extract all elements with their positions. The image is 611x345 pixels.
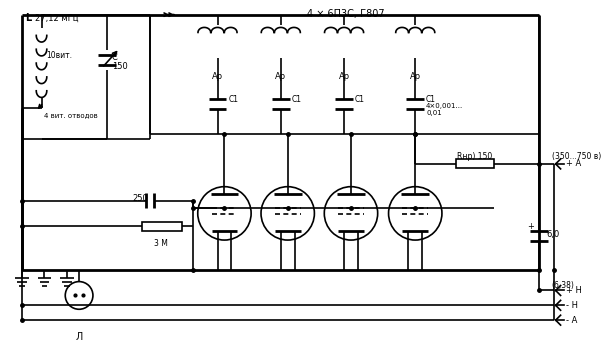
Text: 4 вит. отводов: 4 вит. отводов bbox=[45, 111, 98, 118]
Text: Ар: Ар bbox=[410, 72, 421, 81]
Text: - Н: - Н bbox=[566, 301, 577, 310]
Text: + А: + А bbox=[566, 159, 581, 168]
Text: 27,12 мГц: 27,12 мГц bbox=[35, 14, 78, 23]
Text: C1: C1 bbox=[355, 95, 365, 104]
Text: (6,38): (6,38) bbox=[552, 280, 574, 289]
Text: Rнр) 150: Rнр) 150 bbox=[457, 152, 492, 161]
Text: 4 × 6П3С, Г807: 4 × 6П3С, Г807 bbox=[307, 9, 385, 19]
Text: C1: C1 bbox=[229, 95, 238, 104]
Text: 3 М: 3 М bbox=[154, 239, 168, 248]
Text: Ар: Ар bbox=[212, 72, 223, 81]
Text: 150: 150 bbox=[112, 61, 128, 71]
Text: Ар: Ар bbox=[275, 72, 287, 81]
Text: C1: C1 bbox=[426, 95, 436, 104]
Text: (350...750 в): (350...750 в) bbox=[552, 152, 601, 161]
Text: 250: 250 bbox=[133, 194, 148, 203]
Text: +: + bbox=[527, 222, 534, 231]
Bar bbox=[142, 222, 181, 231]
Bar bbox=[456, 159, 494, 168]
Text: 10вит.: 10вит. bbox=[46, 51, 73, 60]
Text: + Н: + Н bbox=[566, 286, 582, 295]
Text: C1: C1 bbox=[291, 95, 302, 104]
Text: L: L bbox=[24, 13, 31, 23]
Text: - А: - А bbox=[566, 316, 577, 325]
Text: Ар: Ар bbox=[338, 72, 349, 81]
Text: 6,0: 6,0 bbox=[547, 230, 560, 239]
Text: 4×0,001...
0,01: 4×0,001... 0,01 bbox=[426, 103, 463, 116]
Text: C: C bbox=[112, 53, 117, 62]
Text: Л: Л bbox=[76, 332, 82, 342]
